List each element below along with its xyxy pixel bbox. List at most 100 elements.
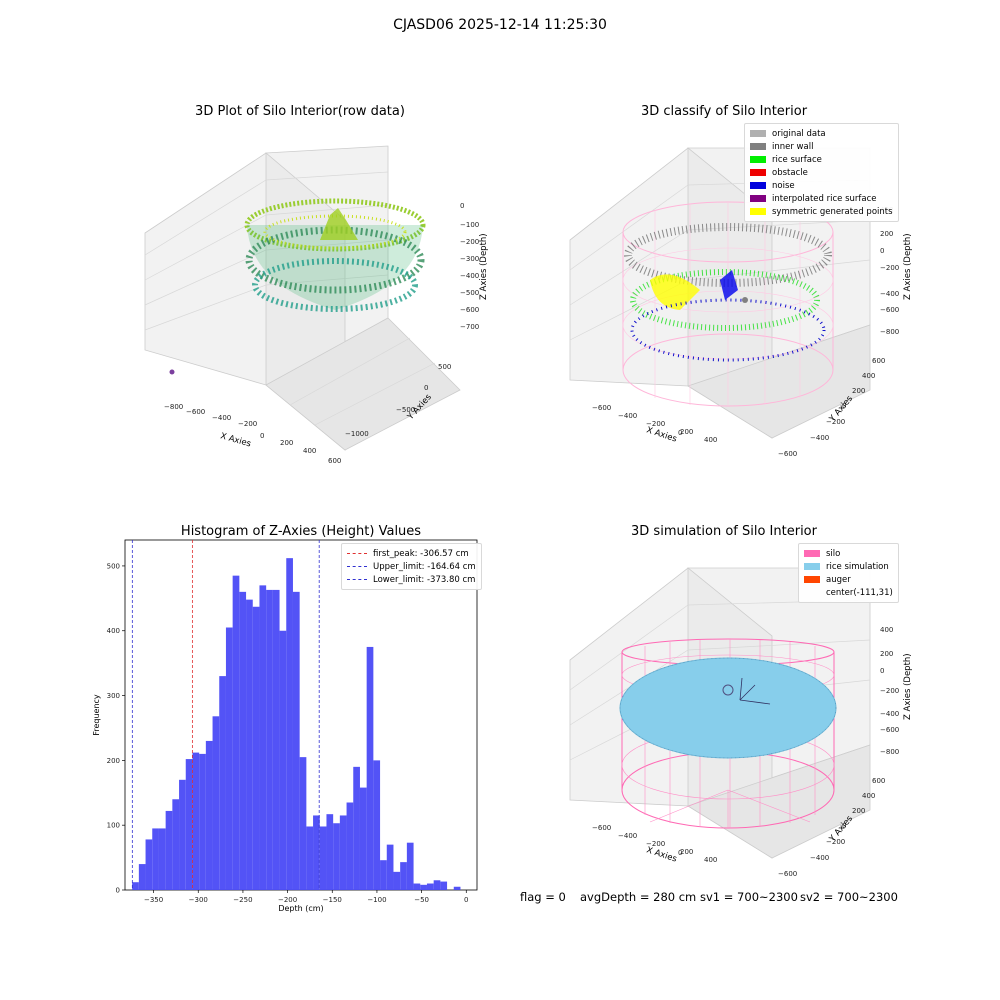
rice-simulation-surface (619, 657, 837, 759)
histogram-bar (413, 883, 421, 890)
p1-xtick: −400 (212, 414, 231, 422)
p1-ytick: −500 (396, 406, 415, 414)
histogram-bar (359, 787, 367, 890)
histogram-bar (292, 591, 300, 890)
p2-ztick: −600 (880, 306, 899, 314)
histogram-bar (266, 589, 273, 890)
p2-ztick: −800 (880, 328, 899, 336)
legend-item: original data (750, 127, 893, 140)
p1-xtick: −800 (164, 403, 183, 411)
legend-swatch (750, 143, 766, 150)
panel1-scatter-cloud (169, 198, 426, 375)
y-tick-label: 300 (107, 692, 120, 700)
x-tick-label: −300 (189, 896, 208, 904)
histogram-reference-lines (131, 540, 320, 890)
histogram-bar (225, 627, 233, 890)
x-tick-label: −350 (144, 896, 163, 904)
panel1-title: 3D Plot of Silo Interior(row data) (195, 104, 405, 119)
histogram-bar (393, 871, 401, 890)
legend-label: symmetric generated points (772, 206, 893, 217)
panel4-legend: silo rice simulation auger center(-111,3… (798, 543, 899, 603)
p4-ztick: −200 (880, 687, 899, 695)
p2-ztick: −200 (880, 264, 899, 272)
p2-ytick: −600 (778, 450, 797, 458)
p4-xtick: 0 (678, 849, 682, 857)
p2-ytick: −200 (826, 418, 845, 426)
legend-item: first_peak: -306.57 cm (347, 547, 476, 560)
p1-zlabel: Z Axies (Depth) (479, 233, 489, 300)
histogram-bar (232, 575, 240, 890)
y-tick-label: 400 (107, 627, 120, 635)
histogram-bar (406, 842, 414, 890)
legend-swatch (804, 563, 820, 570)
legend-label: first_peak: -306.57 cm (373, 548, 469, 559)
legend-item: Lower_limit: -373.80 cm (347, 573, 476, 586)
p2-ztick: 0 (880, 247, 884, 255)
x-tick-label: 0 (464, 896, 468, 904)
p2-zlabel: Z Axies (Depth) (903, 233, 913, 300)
legend-label: interpolated rice surface (772, 193, 877, 204)
x-tick-label: −150 (323, 896, 342, 904)
p4-xtick: 400 (704, 856, 717, 864)
histogram-bar (145, 839, 153, 890)
legend-swatch (804, 576, 820, 583)
histogram-bar (333, 823, 340, 890)
legend-swatch (804, 550, 820, 557)
histogram-bar (339, 815, 347, 890)
legend-swatch (750, 182, 766, 189)
figure-title: CJASD06 2025-12-14 11:25:30 (393, 17, 607, 33)
p1-ztick: −600 (460, 306, 479, 314)
p2-xtick: −200 (646, 420, 665, 428)
status-flag: flag = 0 (520, 890, 566, 904)
p1-ztick: −300 (460, 255, 479, 263)
histogram-bar (306, 826, 314, 890)
status-avg-depth: avgDepth = 280 cm (580, 890, 697, 904)
p2-xtick: 0 (678, 429, 682, 437)
p2-ztick: −400 (880, 290, 899, 298)
p2-xtick: −600 (592, 404, 611, 412)
p1-xtick: 600 (328, 457, 341, 465)
legend-line (347, 566, 367, 567)
histogram-chart: −350 −300 −250 −200 −150 −100 −50 0 0 100 200 300 4… (92, 539, 478, 913)
p1-xtick: −600 (186, 408, 205, 416)
p2-ytick: 400 (862, 372, 875, 380)
legend-label: Upper_limit: -164.64 cm (373, 561, 476, 572)
panel2-classified-cloud (622, 201, 834, 407)
status-sv2: sv2 = 700~2300 (800, 890, 898, 904)
y-tick-label: 100 (107, 822, 120, 830)
legend-item: auger (804, 573, 893, 586)
histogram-bar (453, 886, 461, 890)
x-tick-label: −250 (233, 896, 252, 904)
histogram-bar (386, 844, 394, 890)
p4-xlabel: X Axies (645, 845, 678, 864)
histogram-bar (366, 646, 374, 890)
histogram-bar (373, 760, 381, 890)
p1-xtick: −200 (238, 420, 257, 428)
p4-ztick: −400 (880, 710, 899, 718)
p2-xlabel: X Axies (645, 425, 678, 444)
histogram-bar (433, 880, 441, 890)
p4-xtick: −600 (592, 824, 611, 832)
p2-ytick: 600 (872, 357, 885, 365)
legend-swatch (750, 195, 766, 202)
panel1-3d-plot: −800 −600 −400 −200 0 200 400 600 500 0 … (144, 145, 489, 465)
legend-swatch (750, 156, 766, 163)
legend-label: inner wall (772, 141, 814, 152)
p2-xtick: −400 (618, 412, 637, 420)
histogram-bar (165, 810, 173, 890)
auger (739, 677, 771, 705)
histogram-bar (400, 862, 407, 890)
histogram-bar (426, 883, 434, 890)
histogram-bar (286, 558, 293, 890)
histogram-bar (179, 779, 186, 890)
histogram-bar (172, 799, 180, 890)
histogram-bar (319, 826, 327, 890)
legend-label: obstacle (772, 167, 808, 178)
histogram-bar (205, 740, 213, 890)
p2-xtick: 400 (704, 436, 717, 444)
histogram-y-ticks: 0 100 200 300 400 500 (107, 562, 125, 895)
p4-xtick: −200 (646, 840, 665, 848)
legend-item: obstacle (750, 166, 893, 179)
histogram-bar (326, 814, 334, 890)
p1-ztick: −500 (460, 289, 479, 297)
